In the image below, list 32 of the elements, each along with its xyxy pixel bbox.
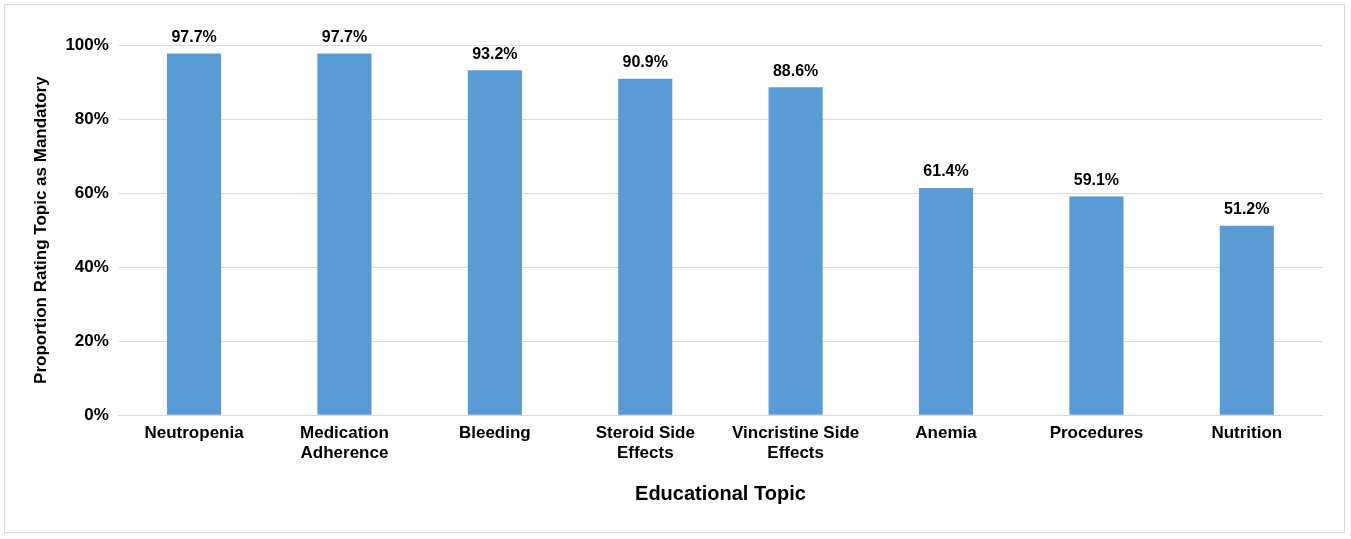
data-label: 88.6%	[772, 61, 819, 79]
x-axis-title: Educational Topic	[635, 481, 806, 504]
y-tick-label: 20%	[74, 330, 109, 350]
y-tick-label: 80%	[74, 108, 109, 128]
y-tick-label: 0%	[84, 404, 109, 424]
bar	[317, 53, 372, 415]
y-tick-label: 100%	[65, 34, 109, 54]
data-label: 93.2%	[472, 44, 518, 62]
data-label: 97.7%	[321, 27, 368, 45]
bar	[467, 70, 522, 415]
x-tick-label: Procedures	[1049, 423, 1144, 443]
data-label: 59.1%	[1073, 170, 1120, 188]
x-tick-label: Medication Adherence	[300, 423, 389, 463]
data-label: 90.9%	[622, 53, 668, 71]
data-label: 61.4%	[923, 162, 969, 180]
x-tick-label: Anemia	[915, 423, 978, 443]
x-tick-label: Nutrition	[1211, 423, 1283, 443]
y-axis-title: Proportion Rating Topic as Mandatory	[30, 75, 50, 384]
data-label: 97.7%	[171, 27, 217, 45]
x-tick-label: Bleeding	[458, 423, 531, 443]
y-tick-label: 60%	[74, 182, 109, 202]
bar	[167, 53, 222, 415]
y-tick-label: 40%	[74, 256, 109, 276]
bar	[768, 87, 823, 415]
bar	[1069, 196, 1124, 415]
x-tick-label: Steroid Side Effects	[595, 423, 695, 463]
bar	[618, 78, 673, 415]
bar	[1219, 225, 1274, 415]
x-tick-label: Neutropenia	[144, 423, 245, 443]
x-tick-label: Vincristine Side Effects	[732, 423, 860, 463]
bar	[918, 187, 974, 415]
data-label: 51.2%	[1224, 200, 1270, 218]
